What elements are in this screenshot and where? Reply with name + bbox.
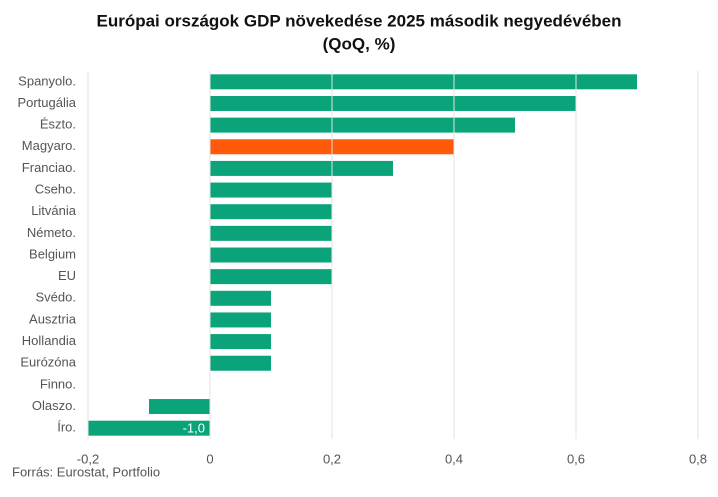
- y-tick-label: Finno.: [40, 376, 76, 391]
- bar: [210, 247, 332, 263]
- y-tick-label: Magyaro.: [22, 138, 76, 153]
- y-tick-label: Olaszo.: [32, 398, 76, 413]
- bar: [210, 355, 271, 371]
- bar: [210, 95, 576, 111]
- x-tick-label: 0,8: [689, 451, 707, 466]
- y-tick-label: Svédo.: [36, 290, 76, 305]
- x-tick-label: 0,4: [445, 451, 463, 466]
- y-tick-label: Hollandia: [22, 333, 77, 348]
- bar: [210, 269, 332, 285]
- y-tick-label: Észto.: [40, 117, 76, 132]
- y-tick-label: Portugália: [17, 95, 76, 110]
- bar: [210, 312, 271, 328]
- bar: [210, 117, 515, 133]
- bar: [149, 399, 210, 415]
- bar: [210, 225, 332, 241]
- y-tick-label: Spanyolo.: [18, 73, 76, 88]
- source: Forrás: Eurostat, Portfolio: [12, 464, 160, 479]
- y-tick-label: Litvánia: [31, 203, 77, 218]
- bar: [210, 182, 332, 198]
- bar: [210, 160, 393, 176]
- y-tick-label: Németo.: [27, 225, 76, 240]
- data-label: -1,0: [183, 421, 205, 436]
- y-tick-label: Íro.: [57, 420, 76, 435]
- bar: [210, 334, 271, 350]
- y-tick-label: Eurózóna: [20, 355, 76, 370]
- bar: [210, 74, 637, 90]
- x-tick-label: 0: [206, 451, 213, 466]
- x-tick-label: 0,2: [323, 451, 341, 466]
- bar: [210, 290, 271, 306]
- plot-area: [88, 74, 637, 436]
- y-tick-label: EU: [58, 268, 76, 283]
- x-tick-label: 0,6: [567, 451, 585, 466]
- bar: [88, 420, 210, 436]
- y-tick-label: Belgium: [29, 246, 76, 261]
- y-tick-label: Franciao.: [22, 160, 76, 175]
- x-tick-label: -0,2: [77, 451, 99, 466]
- y-tick-label: Cseho.: [35, 181, 76, 196]
- y-tick-label: Ausztria: [29, 311, 77, 326]
- chart-subtitle: (QoQ, %): [323, 34, 396, 53]
- chart-title: Európai országok GDP növekedése 2025 más…: [96, 11, 621, 30]
- bar: [210, 204, 332, 220]
